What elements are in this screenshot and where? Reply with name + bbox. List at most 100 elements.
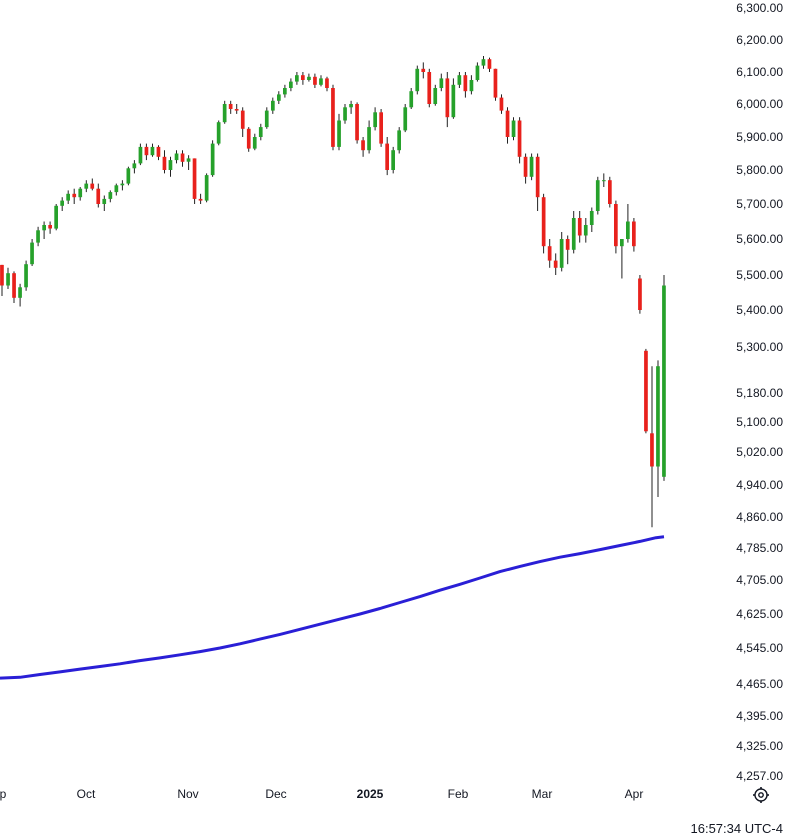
candle [355,102,359,144]
candle [337,113,341,151]
candle-body-up [60,200,64,206]
y-tick-label: 6,100.00 [736,65,783,79]
candle [505,107,510,144]
candle [126,166,131,186]
y-tick-label: 6,000.00 [736,97,783,111]
candle-body-up [216,122,221,144]
y-axis[interactable]: 6,300.00 6,200.00 6,100.00 6,000.00 5,900.00… [736,1,783,783]
candle [162,150,167,174]
y-tick-label: 4,940.00 [736,478,783,492]
candle-body-up [529,156,534,177]
candle-body-down [517,120,522,157]
candle-body-down [650,433,654,467]
candle [198,193,203,204]
candle-body-up [174,153,179,161]
candle-body-down [565,239,570,250]
candle-body-up [595,180,600,211]
x-tick-label: Dec [265,787,286,801]
moving-average-layer [0,535,665,680]
candle-body-up [120,183,125,186]
candle [403,104,408,133]
candle-body-down [313,76,317,85]
candle [535,153,540,211]
x-tick-label: Feb [448,787,469,801]
candle [222,100,227,124]
candle-body-up [289,81,293,88]
y-tick-label: 5,400.00 [736,303,783,317]
candle [385,137,389,176]
candle [415,65,420,95]
candle [307,73,311,82]
candle-body-up [204,175,209,201]
candle [373,107,377,131]
gear-icon[interactable] [752,786,770,804]
candle [18,283,22,307]
candle-body-up [391,150,395,170]
candle [632,218,636,252]
y-tick-label: 4,465.00 [736,677,783,691]
candle [102,195,107,211]
candle-body-down [421,68,426,72]
candle [608,176,612,208]
candle-body-up [307,76,311,80]
candle [541,193,546,254]
candle-body-up [481,59,486,66]
candle-body-up [222,104,227,123]
candle-body-up [451,84,456,118]
candle [246,127,251,152]
candle [36,226,40,247]
candle-body-down [379,112,383,144]
candle-body-up [403,107,408,131]
candle [553,253,558,275]
candle-body-down [72,193,77,198]
candle [409,88,414,109]
x-tick-label: 2025 [357,787,384,801]
candle-body-up [36,230,40,243]
candle [650,366,654,528]
candle [638,275,642,314]
moving-average-line [0,535,665,680]
candle [379,109,383,147]
candle-body-down [12,273,16,298]
candle-body-up [18,287,22,298]
candle-body-up [439,78,444,88]
y-tick-label: 4,785.00 [736,541,783,555]
candle-body-down [638,278,642,310]
candle-body-up [571,218,576,250]
candle-body-up [168,160,173,170]
candle-body-up [415,68,420,92]
candle [547,239,552,268]
candle [595,176,600,215]
candle-body-up [397,130,401,151]
candle-body-down [505,110,510,137]
candle [493,68,498,101]
candle-body-down [493,68,498,98]
candle [577,211,582,243]
candle [42,221,46,239]
candle [90,178,95,191]
candle-body-up [373,112,377,128]
candle [289,78,293,92]
candle-body-down [445,78,450,118]
candle-body-down [553,260,558,268]
x-tick-label: Apr [625,787,644,801]
x-axis[interactable]: p Oct Nov Dec 2025 Feb Mar Apr [0,787,643,801]
candle-body-down [234,109,239,111]
candle [24,260,28,291]
candle [12,271,16,303]
candle [144,143,149,161]
candle [228,100,233,114]
candle [523,153,528,184]
candle-body-up [30,242,34,265]
candle [168,156,173,177]
candle-body-down [331,88,335,147]
y-tick-label: 5,500.00 [736,268,783,282]
candle [313,73,317,88]
candle [397,127,401,154]
candle [361,137,365,157]
y-tick-label: 6,200.00 [736,33,783,47]
candle [517,117,522,164]
candle [511,117,516,141]
candle [445,72,450,128]
